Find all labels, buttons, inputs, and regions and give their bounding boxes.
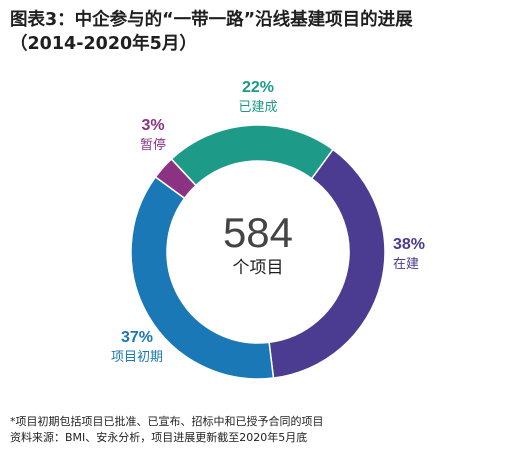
center-total-value: 584	[223, 209, 293, 256]
slice-labels: 22% 已建成 38% 在建 37% 项目初期 3% 暂停	[111, 79, 425, 365]
slice-name-label: 暂停	[140, 137, 166, 153]
slice-percent-label: 37%	[121, 329, 153, 346]
slice-name-label: 项目初期	[111, 350, 163, 365]
slice-3	[130, 175, 275, 380]
donut-slices	[130, 124, 386, 380]
footnote: *项目初期包括项目已批准、已宣布、招标中和已授予合同的项目 资料来源：BMI、安…	[10, 414, 515, 446]
footnote-source: 资料来源：BMI、安永分析，项目进展更新截至2020年5月底	[10, 431, 308, 444]
slice-percent-label: 3%	[141, 117, 164, 134]
footnote-line-1: *项目初期包括项目已批准、已宣布、招标中和已授予合同的项目	[10, 415, 324, 428]
slice-percent-label: 38%	[393, 236, 425, 253]
chart-title: 图表3：中企参与的“一带一路”沿线基建项目的进展 （2014-2020年5月）	[10, 8, 515, 56]
slice-2	[268, 148, 386, 379]
slice-4	[154, 158, 197, 200]
title-line-1: 图表3：中企参与的“一带一路”沿线基建项目的进展	[10, 10, 413, 30]
slice-name-label: 在建	[393, 257, 419, 272]
center-total-label: 个项目	[233, 258, 284, 278]
slice-percent-label: 22%	[242, 79, 274, 96]
slice-1	[170, 124, 335, 187]
slice-name-label: 已建成	[238, 100, 277, 115]
title-line-2: （2014-2020年5月）	[10, 34, 197, 54]
